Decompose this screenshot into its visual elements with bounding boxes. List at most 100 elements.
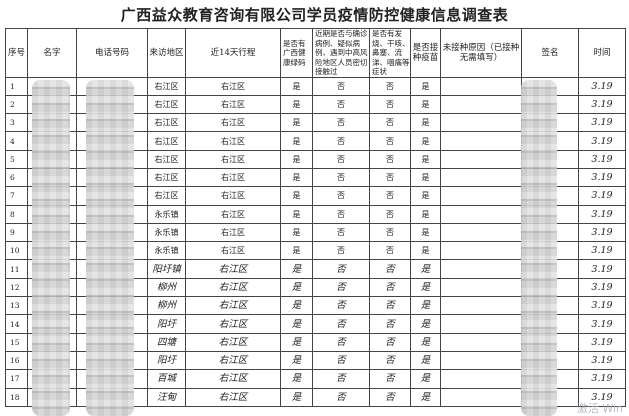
trip-cell: 右江区	[185, 113, 281, 133]
contact-cell: 否	[312, 186, 370, 206]
reason-cell	[440, 332, 522, 352]
trip-cell: 右江区	[185, 131, 281, 151]
area-cell: 阳圩	[147, 314, 186, 334]
vaccinated-cell: 是	[410, 76, 441, 96]
vaccinated-cell: 是	[410, 113, 441, 133]
vaccinated-cell: 是	[410, 131, 441, 151]
reason-cell	[440, 204, 522, 224]
seq-cell: 18	[5, 387, 28, 407]
vaccinated-cell: 是	[410, 167, 441, 188]
watermark: 激活 Win	[576, 402, 623, 415]
green-code-cell: 是	[280, 94, 313, 115]
trip-cell: 右江区	[185, 149, 281, 169]
redacted-names	[32, 80, 70, 416]
trip-cell: 右江区	[185, 222, 281, 243]
green-code-cell: 是	[280, 241, 313, 261]
reason-cell	[440, 369, 522, 389]
area-cell: 阳圩	[147, 350, 186, 371]
header-phone: 电话号码	[76, 28, 148, 78]
reason-cell	[440, 350, 522, 371]
area-cell: 永乐镇	[147, 204, 186, 224]
time-cell: 3.19	[578, 314, 626, 334]
contact-cell: 否	[312, 277, 370, 298]
header-row: 序号 名字 电话号码 来访地区 近14天行程 是否有广西健康绿码 近期是否与确诊…	[5, 28, 626, 78]
reason-cell	[440, 76, 522, 96]
green-code-cell: 是	[280, 113, 313, 133]
header-vaccinated: 是否接种疫苗	[410, 28, 441, 78]
time-cell: 3.19	[578, 369, 626, 389]
area-cell: 永乐镇	[147, 241, 186, 261]
area-cell: 右江区	[147, 149, 186, 169]
symptom-cell: 否	[369, 332, 411, 352]
symptom-cell: 否	[369, 113, 411, 133]
vaccinated-cell: 是	[410, 222, 441, 243]
time-cell: 3.19	[578, 296, 626, 316]
symptom-cell: 否	[369, 369, 411, 389]
area-cell: 右江区	[147, 131, 186, 151]
time-cell: 3.19	[578, 350, 626, 371]
symptom-cell: 否	[369, 149, 411, 169]
seq-cell: 7	[5, 186, 28, 206]
reason-cell	[440, 149, 522, 169]
symptom-cell: 否	[369, 222, 411, 243]
vaccinated-cell: 是	[410, 296, 441, 316]
reason-cell	[440, 167, 522, 188]
vaccinated-cell: 是	[410, 259, 441, 279]
header-reason: 未接种原因（已接种无需填写）	[440, 28, 522, 78]
symptom-cell: 否	[369, 94, 411, 115]
time-cell: 3.19	[578, 332, 626, 352]
reason-cell	[440, 222, 522, 243]
trip-cell: 右江区	[185, 350, 281, 371]
green-code-cell: 是	[280, 350, 313, 371]
symptom-cell: 否	[369, 131, 411, 151]
trip-cell: 右江区	[185, 241, 281, 261]
contact-cell: 否	[312, 314, 370, 334]
trip-cell: 右江区	[185, 387, 281, 407]
seq-cell: 2	[5, 94, 28, 115]
header-contact: 近期是否与确诊病例、疑似病例、遇到中高风险地区人员密切接触过	[312, 28, 370, 78]
contact-cell: 否	[312, 167, 370, 188]
time-cell: 3.19	[578, 241, 626, 261]
green-code-cell: 是	[280, 131, 313, 151]
symptom-cell: 否	[369, 387, 411, 407]
seq-cell: 13	[5, 296, 28, 316]
redacted-phones	[86, 80, 134, 416]
time-cell: 3.19	[578, 204, 626, 224]
contact-cell: 否	[312, 369, 370, 389]
trip-cell: 右江区	[185, 369, 281, 389]
vaccinated-cell: 是	[410, 332, 441, 352]
contact-cell: 否	[312, 94, 370, 115]
seq-cell: 14	[5, 314, 28, 334]
green-code-cell: 是	[280, 204, 313, 224]
contact-cell: 否	[312, 332, 370, 352]
area-cell: 汪甸	[147, 387, 186, 407]
seq-cell: 11	[5, 259, 28, 279]
reason-cell	[440, 387, 522, 407]
seq-cell: 4	[5, 131, 28, 151]
header-signature: 签名	[521, 28, 579, 78]
area-cell: 右江区	[147, 76, 186, 96]
green-code-cell: 是	[280, 259, 313, 279]
time-cell: 3.19	[578, 149, 626, 169]
area-cell: 柳州	[147, 277, 186, 298]
area-cell: 右江区	[147, 94, 186, 115]
symptom-cell: 否	[369, 277, 411, 298]
reason-cell	[440, 186, 522, 206]
symptom-cell: 否	[369, 204, 411, 224]
trip-cell: 右江区	[185, 332, 281, 352]
reason-cell	[440, 314, 522, 334]
area-cell: 柳州	[147, 296, 186, 316]
time-cell: 3.19	[578, 259, 626, 279]
contact-cell: 否	[312, 222, 370, 243]
reason-cell	[440, 296, 522, 316]
contact-cell: 否	[312, 259, 370, 279]
trip-cell: 右江区	[185, 204, 281, 224]
seq-cell: 5	[5, 149, 28, 169]
time-cell: 3.19	[578, 131, 626, 151]
green-code-cell: 是	[280, 222, 313, 243]
green-code-cell: 是	[280, 167, 313, 188]
reason-cell	[440, 113, 522, 133]
green-code-cell: 是	[280, 149, 313, 169]
time-cell: 3.19	[578, 76, 626, 96]
header-trip: 近14天行程	[185, 28, 281, 78]
